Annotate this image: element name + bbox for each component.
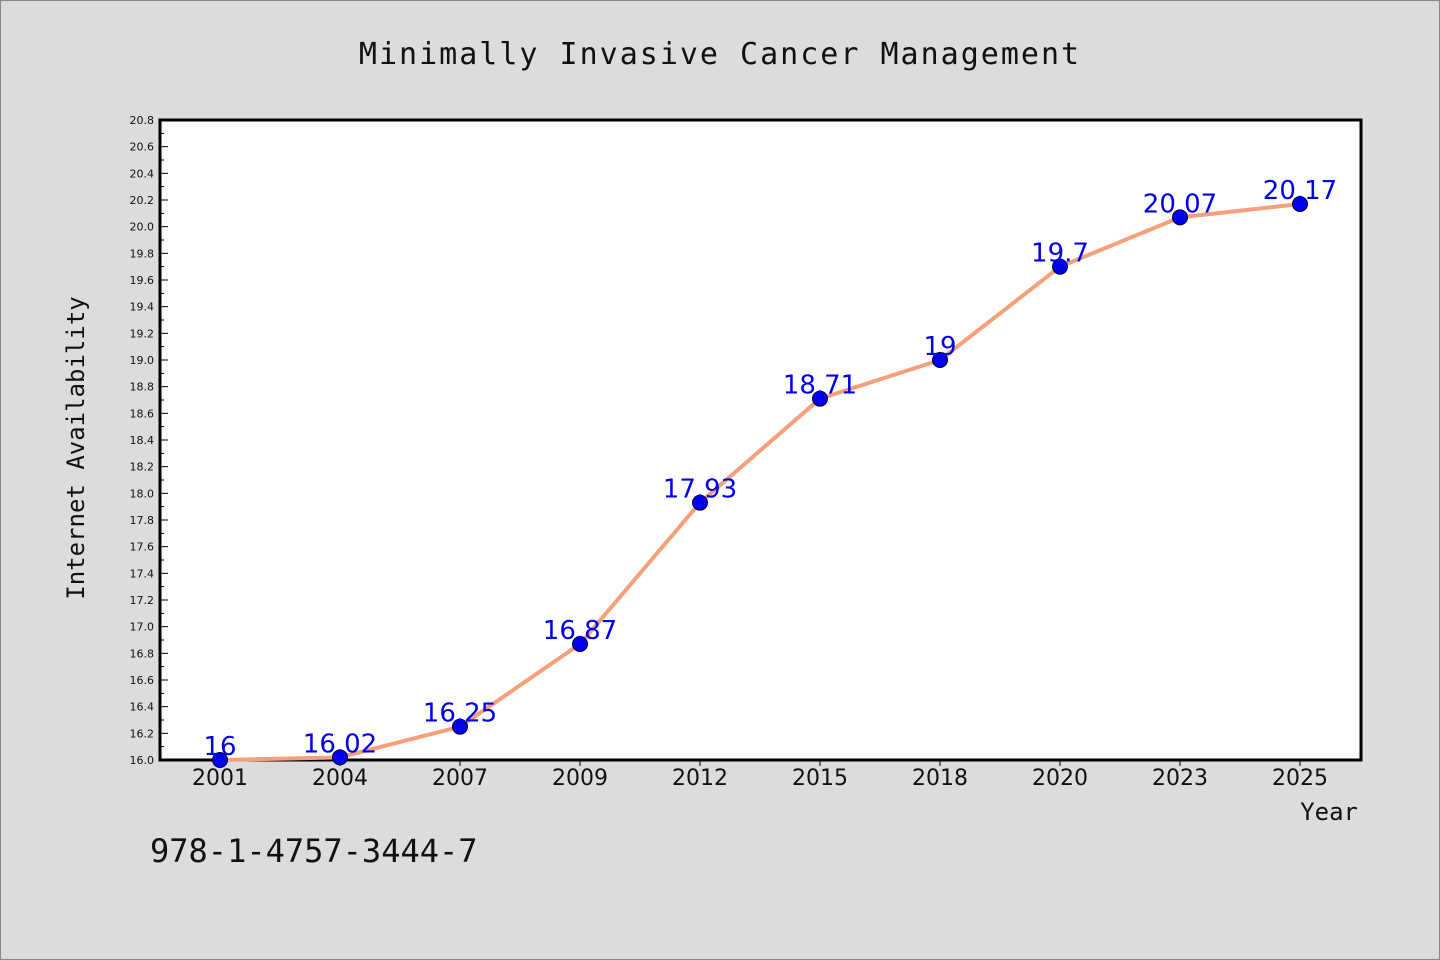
y-tick-label: 19.8 xyxy=(130,247,155,260)
y-tick-label: 17.0 xyxy=(130,621,155,634)
data-point xyxy=(932,352,948,368)
data-point xyxy=(812,390,828,407)
y-tick-label: 18.4 xyxy=(130,434,155,447)
isbn-code: 978-1-4757-3444-7 xyxy=(150,832,478,870)
y-tick-label: 16.8 xyxy=(130,647,155,660)
data-point xyxy=(692,494,708,511)
y-tick-label: 18.0 xyxy=(130,487,155,500)
x-axis-label: Year xyxy=(1300,798,1358,826)
x-tick-label: 2007 xyxy=(432,766,488,791)
x-tick-label: 2025 xyxy=(1272,766,1328,791)
data-point xyxy=(1052,258,1068,275)
x-tick-label: 2023 xyxy=(1152,766,1208,791)
y-tick-label: 17.6 xyxy=(130,541,155,554)
data-label: 16.02 xyxy=(303,729,377,759)
x-tick-label: 2009 xyxy=(552,766,608,791)
data-label: 20.07 xyxy=(1143,189,1217,219)
x-tick-label: 2004 xyxy=(312,766,368,791)
y-tick-label: 18.6 xyxy=(130,407,155,420)
data-point xyxy=(572,636,588,652)
data-label: 16.87 xyxy=(543,616,617,646)
data-label: 19.7 xyxy=(1031,239,1089,269)
data-label: 19 xyxy=(923,332,956,362)
chart-title: Minimally Invasive Cancer Management xyxy=(359,37,1081,72)
x-tick-label: 2020 xyxy=(1032,766,1088,791)
x-axis: 2001 2004 2007 2009 2012 2015 2018 2020 2023 2025 xyxy=(192,760,1328,791)
data-point xyxy=(212,752,228,768)
data-label: 18.71 xyxy=(783,371,857,401)
y-tick-label: 19.4 xyxy=(130,301,155,314)
y-tick-label: 16.2 xyxy=(130,727,155,740)
data-label: 16 xyxy=(203,732,236,762)
y-axis: 16.0 16.2 16.4 16.6 16.8 17.0 17.2 17.4 17.6 17.8… xyxy=(130,114,168,767)
y-tick-label: 16.0 xyxy=(130,754,155,767)
data-point xyxy=(1292,196,1308,212)
y-axis-label: Internet Availability xyxy=(62,296,90,599)
data-label: 17.93 xyxy=(663,475,737,505)
y-tick-label: 16.4 xyxy=(130,701,155,714)
y-tick-label: 18.2 xyxy=(130,461,155,474)
y-tick-label: 17.4 xyxy=(130,567,155,580)
data-point xyxy=(332,749,348,766)
y-tick-label: 20.2 xyxy=(130,194,155,207)
y-tick-label: 20.8 xyxy=(130,114,155,127)
data-label: 20.17 xyxy=(1263,176,1337,206)
y-tick-label: 17.2 xyxy=(130,594,155,607)
y-tick-label: 19.0 xyxy=(130,354,155,367)
y-tick-label: 20.4 xyxy=(130,167,155,180)
x-tick-label: 2015 xyxy=(792,766,848,791)
series-line xyxy=(218,202,1302,762)
y-tick-label: 16.6 xyxy=(130,674,155,687)
x-tick-label: 2001 xyxy=(192,766,248,791)
y-tick-label: 18.8 xyxy=(130,381,155,394)
y-tick-label: 19.6 xyxy=(130,274,155,287)
data-label: 16.25 xyxy=(423,699,497,729)
x-tick-label: 2018 xyxy=(912,766,968,791)
data-point xyxy=(452,718,468,735)
series-layer: 16 16.02 16.25 16.87 17.93 18.71 19 19.7 20.07 20… xyxy=(203,176,1337,768)
x-tick-label: 2012 xyxy=(672,766,728,791)
data-point xyxy=(1172,209,1188,226)
y-tick-label: 20.0 xyxy=(130,221,155,234)
y-tick-label: 19.2 xyxy=(130,327,155,340)
y-tick-label: 17.8 xyxy=(130,514,155,527)
y-tick-label: 20.6 xyxy=(130,141,155,154)
